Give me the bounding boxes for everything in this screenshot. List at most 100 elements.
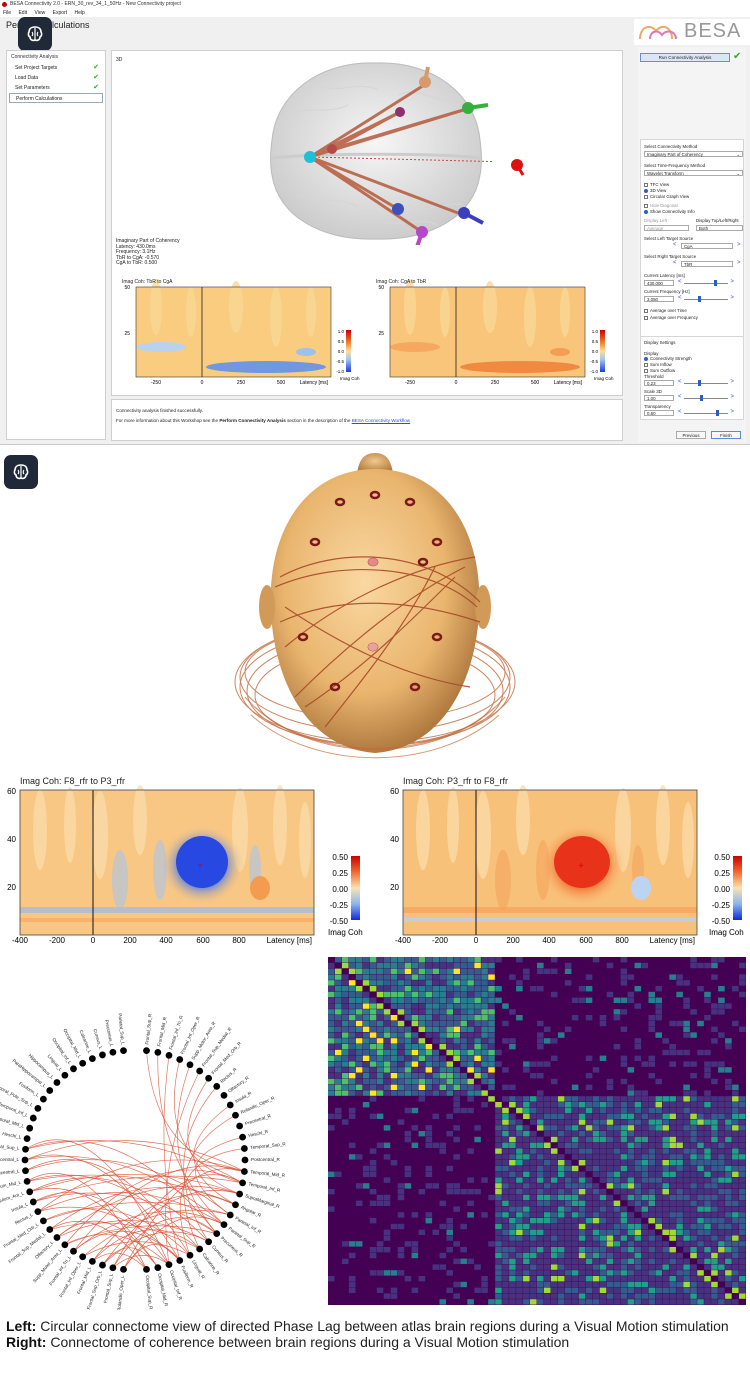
3d-view-radio[interactable]: 3D View: [644, 188, 666, 193]
step-set-parameters[interactable]: Set Parameters ✔: [9, 83, 103, 93]
region-node[interactable]: [46, 1087, 54, 1094]
region-node[interactable]: [232, 1111, 239, 1119]
slider-thumb[interactable]: [713, 280, 717, 286]
region-node[interactable]: [176, 1056, 184, 1063]
region-node[interactable]: [26, 1188, 34, 1196]
region-node[interactable]: [241, 1156, 249, 1164]
3d-view-panel[interactable]: 3D Imaginary Part of Coherency Latency: …: [111, 50, 623, 396]
average-frequency-checkbox[interactable]: Average over Frequency: [644, 315, 698, 320]
region-node[interactable]: [70, 1247, 77, 1255]
latency-input[interactable]: 430.000: [644, 280, 674, 286]
region-node[interactable]: [176, 1257, 184, 1264]
latency-slider[interactable]: < >: [678, 279, 734, 286]
threshold-input[interactable]: 0.23: [644, 380, 674, 386]
region-node[interactable]: [26, 1124, 34, 1132]
region-node[interactable]: [79, 1059, 87, 1067]
display-left-select[interactable]: Average: [644, 225, 689, 231]
menu-file[interactable]: File: [3, 10, 12, 16]
region-node[interactable]: [165, 1261, 173, 1269]
frequency-slider[interactable]: < >: [678, 295, 734, 302]
region-node[interactable]: [240, 1145, 248, 1152]
chevron-left-icon[interactable]: <: [678, 394, 682, 400]
scale-input[interactable]: 1.00: [644, 395, 674, 401]
region-node[interactable]: [196, 1067, 204, 1075]
right-target-select[interactable]: TbR: [681, 261, 733, 267]
region-node[interactable]: [88, 1055, 96, 1062]
slider-thumb[interactable]: [700, 395, 704, 401]
region-node[interactable]: [21, 1156, 29, 1164]
region-node[interactable]: [79, 1253, 87, 1261]
region-node[interactable]: [213, 1082, 221, 1090]
display-right-select[interactable]: Both: [696, 225, 743, 231]
chevron-right-icon[interactable]: >: [730, 394, 734, 400]
show-info-checkbox[interactable]: Show Connectivity Info: [644, 209, 695, 214]
region-node[interactable]: [205, 1238, 213, 1246]
region-node[interactable]: [53, 1079, 61, 1086]
next-source-icon[interactable]: >: [737, 242, 741, 248]
region-node[interactable]: [143, 1265, 150, 1273]
chevron-left-icon[interactable]: <: [678, 409, 682, 415]
region-node[interactable]: [154, 1049, 162, 1056]
hide-diagonal-checkbox[interactable]: Hide Diagonal: [644, 203, 678, 208]
chevron-right-icon[interactable]: >: [730, 379, 734, 385]
circular-graph-radio[interactable]: Circular Graph View: [644, 194, 689, 199]
chevron-left-icon[interactable]: <: [678, 295, 682, 301]
region-node[interactable]: [99, 1051, 106, 1059]
next-source-icon[interactable]: >: [737, 260, 741, 266]
region-node[interactable]: [120, 1047, 127, 1055]
region-node[interactable]: [165, 1051, 173, 1059]
region-node[interactable]: [23, 1135, 31, 1143]
slider-thumb[interactable]: [715, 410, 719, 416]
region-node[interactable]: [46, 1226, 54, 1233]
region-node[interactable]: [220, 1091, 228, 1099]
connectivity-strength-radio[interactable]: Connectivity Strength: [644, 356, 692, 361]
region-node[interactable]: [236, 1190, 244, 1198]
finish-button[interactable]: Finish: [711, 431, 741, 439]
region-node[interactable]: [240, 1168, 248, 1175]
menu-help[interactable]: Help: [74, 10, 85, 16]
region-node[interactable]: [143, 1047, 150, 1055]
region-node[interactable]: [220, 1221, 228, 1229]
step-load-data[interactable]: Load Data ✔: [9, 73, 103, 83]
frequency-input[interactable]: 3.050: [644, 296, 674, 302]
tf-plot-f8-to-p3[interactable]: Imag Coh: F8_rfr to P3_rfr: [0, 770, 370, 945]
menu-edit[interactable]: Edit: [18, 10, 28, 16]
threshold-slider[interactable]: < >: [678, 379, 734, 386]
coherence-matrix[interactable]: [328, 957, 746, 1305]
region-node[interactable]: [109, 1048, 117, 1056]
previous-source-icon[interactable]: <: [673, 260, 677, 266]
region-node[interactable]: [109, 1264, 117, 1272]
brain-app-icon[interactable]: [4, 455, 38, 489]
menu-view[interactable]: View: [34, 10, 46, 16]
region-node[interactable]: [22, 1145, 29, 1153]
tfc-view-radio[interactable]: TFC View: [644, 182, 669, 187]
region-node[interactable]: [29, 1198, 37, 1206]
region-node[interactable]: [205, 1074, 213, 1082]
slider-thumb[interactable]: [698, 380, 702, 386]
menu-export[interactable]: Export: [52, 10, 68, 16]
scale-slider[interactable]: < >: [678, 394, 734, 401]
region-node[interactable]: [239, 1133, 246, 1141]
region-node[interactable]: [236, 1122, 244, 1130]
region-node[interactable]: [61, 1071, 69, 1079]
head-3d-render[interactable]: [225, 447, 525, 763]
region-node[interactable]: [88, 1258, 96, 1265]
previous-source-icon[interactable]: <: [673, 242, 677, 248]
region-node[interactable]: [154, 1264, 162, 1271]
region-node[interactable]: [213, 1230, 221, 1238]
region-node[interactable]: [196, 1245, 204, 1253]
left-target-select[interactable]: CgA: [681, 243, 733, 249]
workflow-link[interactable]: BESA Connectivity Workflow: [351, 418, 411, 423]
region-node[interactable]: [120, 1265, 127, 1273]
transparency-input[interactable]: 0.60: [644, 410, 674, 416]
brain-app-icon[interactable]: [18, 17, 52, 51]
coherence-plot-cga-tbr[interactable]: Imag Coh: CgA to TbR 50: [370, 277, 620, 391]
region-node[interactable]: [70, 1065, 77, 1073]
region-node[interactable]: [53, 1234, 61, 1241]
run-connectivity-button[interactable]: Run Connectivity Analysis: [640, 53, 730, 62]
region-node[interactable]: [39, 1095, 47, 1103]
brain-3d-render[interactable]: [258, 55, 494, 245]
chevron-right-icon[interactable]: >: [730, 409, 734, 415]
region-node[interactable]: [99, 1261, 106, 1269]
chevron-left-icon[interactable]: <: [678, 279, 682, 285]
